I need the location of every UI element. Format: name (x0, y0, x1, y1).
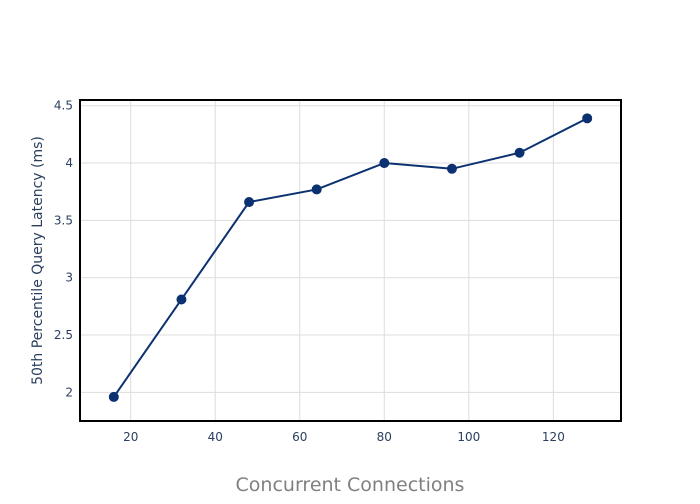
y-tick-label: 4.5 (54, 99, 73, 113)
x-tick-label: 40 (208, 430, 223, 444)
plot-frame (79, 99, 622, 422)
data-point (446, 163, 457, 174)
data-point (514, 147, 525, 158)
data-point (582, 113, 593, 124)
x-tick-label: 100 (457, 430, 480, 444)
y-tick-label: 2.5 (54, 328, 73, 342)
tick-labels: 20 40 60 80 100 120 2 2.5 3 3.5 4 4.5 (54, 99, 565, 444)
x-axis-title: Concurrent Connections (236, 474, 465, 496)
x-tick-label: 120 (542, 430, 565, 444)
data-point (311, 184, 322, 195)
data-point (244, 197, 255, 208)
y-tick-label: 2 (65, 385, 73, 399)
x-tick-label: 20 (123, 430, 138, 444)
y-axis-title: 50th Percentile Query Latency (ms) (30, 136, 46, 385)
y-tick-label: 4 (65, 156, 73, 170)
data-point (108, 391, 119, 402)
data-point (176, 294, 187, 305)
data-point (379, 158, 390, 169)
grid (80, 100, 621, 421)
x-tick-label: 80 (377, 430, 392, 444)
series (108, 113, 593, 402)
y-tick-label: 3 (65, 271, 73, 285)
series-line (112, 117, 588, 398)
y-tick-label: 3.5 (54, 213, 73, 227)
x-tick-label: 60 (292, 430, 307, 444)
